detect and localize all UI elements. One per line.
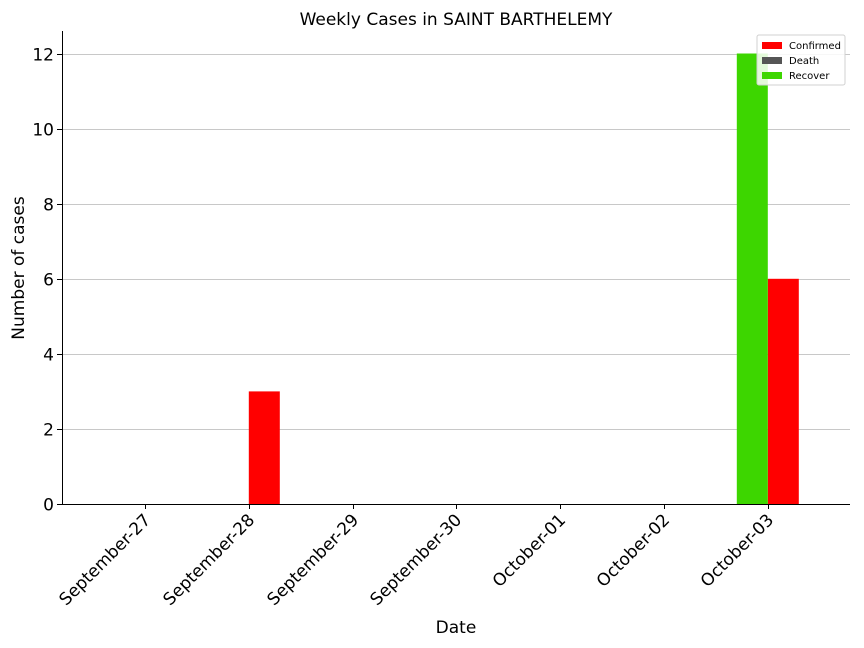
x-tick-label: September-27 — [56, 510, 155, 609]
legend-label-death: Death — [789, 56, 819, 67]
x-ticks: September-27 September-28 September-29 Sept… — [56, 504, 778, 610]
bars — [248, 53, 799, 504]
x-tick-label: September-28 — [160, 510, 259, 609]
legend-swatch-death — [762, 57, 782, 64]
y-tick-label: 0 — [43, 496, 54, 516]
bar-confirmed-october-03 — [767, 278, 799, 504]
x-tick-label: October-02 — [593, 510, 674, 591]
y-tick-label: 6 — [43, 271, 54, 291]
x-tick-label: October-03 — [697, 510, 778, 591]
legend: Confirmed Death Recover — [756, 34, 846, 86]
legend-swatch-recover — [762, 72, 782, 79]
bar-confirmed-september-28 — [248, 391, 280, 504]
y-ticks: 0 2 4 6 8 10 12 — [32, 46, 62, 516]
x-tick-label: September-30 — [367, 510, 466, 609]
gridlines — [62, 54, 850, 430]
legend-label-confirmed: Confirmed — [789, 41, 841, 52]
y-tick-label: 4 — [43, 346, 54, 366]
y-tick-label: 12 — [32, 46, 54, 66]
legend-swatch-confirmed — [762, 42, 782, 49]
bar-recover-october-03 — [736, 53, 768, 504]
y-tick-label: 8 — [43, 196, 54, 216]
x-tick-label: September-29 — [264, 510, 363, 609]
y-axis-title: Number of cases — [9, 196, 29, 340]
legend-label-recover: Recover — [789, 71, 830, 82]
x-axis-title: Date — [436, 618, 477, 638]
y-tick-label: 2 — [43, 421, 54, 441]
x-tick-label: October-01 — [489, 510, 570, 591]
chart-title: Weekly Cases in SAINT BARTHELEMY — [300, 10, 613, 30]
y-tick-label: 10 — [32, 121, 54, 141]
